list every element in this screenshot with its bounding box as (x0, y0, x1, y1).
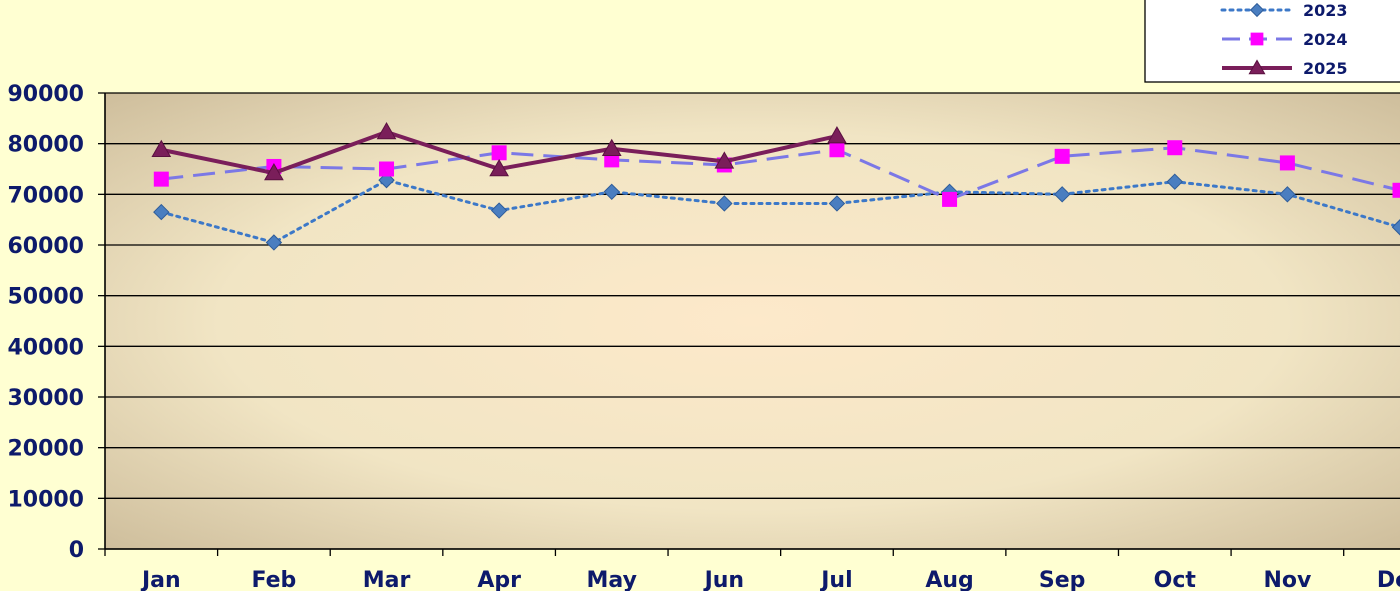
x-tick-label: Jan (140, 568, 181, 591)
data-point-2025-apr (489, 158, 509, 177)
data-point-2023-sep (1053, 186, 1071, 203)
x-tick-label: Nov (1263, 568, 1312, 591)
y-tick-label: 60000 (7, 234, 84, 259)
y-tick-label: 20000 (7, 437, 84, 462)
series-group (151, 122, 1400, 251)
data-point-2023-jan (153, 203, 170, 221)
x-tick-label: Sep (1039, 568, 1086, 591)
data-point-2023-oct (1166, 173, 1183, 190)
x-tick-label: May (587, 568, 637, 591)
data-point-2024-jul (829, 142, 845, 158)
y-tick-label: 50000 (7, 285, 84, 310)
y-tick-label: 0 (69, 538, 84, 563)
legend-marker-2025 (1248, 59, 1266, 75)
legend-item-2023: 2023 (1220, 1, 1348, 20)
data-point-2025-jan (151, 139, 172, 157)
data-point-2023-apr (490, 202, 508, 219)
legend-marker-2023 (1249, 2, 1265, 18)
series-line-2023 (159, 178, 1400, 244)
data-point-2023-feb (265, 234, 283, 251)
y-tick-label: 30000 (7, 386, 84, 411)
data-point-2024-jan (153, 171, 169, 187)
x-tick-label: Oct (1154, 568, 1197, 591)
x-tick-label: Mar (363, 568, 411, 591)
data-point-2025-may (601, 138, 622, 156)
data-point-2025-feb (264, 163, 284, 181)
x-tick-label: Jul (819, 568, 852, 591)
data-point-2023-jun (716, 195, 733, 212)
data-point-2025-jun (714, 151, 735, 169)
y-tick-label: 70000 (7, 183, 84, 208)
legend-item-2025: 2025 (1222, 59, 1348, 78)
x-tick-label: Feb (252, 568, 297, 591)
y-tick-label: 10000 (7, 487, 84, 512)
y-tick-label: 90000 (7, 82, 84, 107)
y-tick-label: 40000 (7, 335, 84, 360)
data-point-2023-dec (1391, 219, 1400, 236)
data-point-2024-dec (1392, 182, 1400, 198)
data-point-2024-oct (1167, 140, 1183, 156)
y-tick-label: 80000 (7, 133, 84, 158)
x-tick-label: Aug (925, 568, 973, 591)
data-point-2024-nov (1279, 155, 1295, 171)
data-point-2023-may (603, 183, 620, 201)
x-tick-label: Jun (703, 568, 745, 591)
data-point-2023-jul (828, 195, 846, 212)
data-point-2025-jul (827, 126, 847, 144)
axes: 0 10000 20000 30000 40000 50000 60000 70000 8000… (7, 82, 1400, 591)
data-point-2024-mar (379, 161, 395, 177)
x-tick-label: Apr (477, 568, 521, 591)
series-line-2024 (161, 146, 1400, 201)
data-point-2024-aug (942, 191, 958, 207)
legend-item-2024: 2024 (1222, 30, 1348, 49)
x-tick-label: Dec (1377, 568, 1400, 591)
data-point-2024-sep (1054, 148, 1070, 164)
data-point-2024-may (604, 152, 620, 168)
legend-label: 2025 (1303, 59, 1348, 78)
series-2023 (153, 171, 1400, 251)
data-point-2025-mar (376, 122, 397, 140)
legend: 2023 2024 2025 (1144, 0, 1400, 83)
data-point-2023-nov (1279, 186, 1296, 203)
legend-label: 2023 (1303, 1, 1348, 20)
series-2025 (151, 122, 847, 181)
legend-label: 2024 (1303, 30, 1348, 49)
data-point-2024-apr (491, 145, 507, 161)
legend-marker-2024 (1250, 32, 1264, 46)
gridlines (105, 92, 1400, 550)
